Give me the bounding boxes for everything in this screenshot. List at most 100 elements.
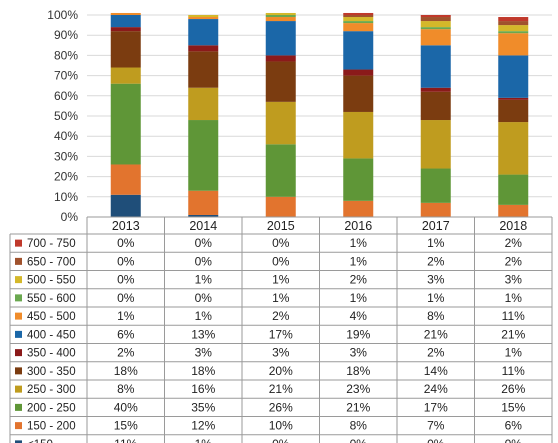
y-axis: 0% 10% 20% 30% 40% 50% 60% 70% 80% 90% 100% — [47, 8, 78, 224]
data-label: 0% — [117, 254, 135, 268]
bar-segment — [343, 17, 374, 22]
data-label: 1% — [117, 309, 135, 323]
bar-segment — [188, 214, 219, 217]
y-tick-label: 80% — [54, 48, 78, 62]
data-label: 18% — [114, 364, 138, 378]
data-label: 10% — [269, 419, 293, 433]
bar-segment — [498, 55, 529, 98]
data-label: 21% — [346, 400, 370, 414]
data-label: 0% — [117, 236, 135, 250]
y-tick-label: 30% — [54, 149, 78, 163]
data-label: 1% — [505, 291, 523, 305]
data-label: 3% — [350, 346, 368, 360]
data-label: 0% — [117, 273, 135, 287]
bar-segment — [188, 51, 219, 88]
x-category-label: 2017 — [422, 219, 450, 233]
bar-segment — [188, 190, 219, 215]
legend-swatch — [15, 330, 22, 338]
bar-segment — [343, 15, 374, 18]
bar-segment — [498, 17, 529, 22]
legend-swatch — [15, 440, 22, 443]
y-tick-label: 90% — [54, 28, 78, 42]
y-tick-label: 10% — [54, 190, 78, 204]
bar-segment — [420, 168, 451, 203]
bar-segment — [498, 33, 529, 56]
data-label: 2% — [505, 254, 523, 268]
legend-label: 500 - 550 — [27, 275, 76, 287]
bar-segment — [420, 91, 451, 121]
bar-segment — [498, 97, 529, 100]
data-label: 0% — [272, 254, 290, 268]
bar-segment — [188, 87, 219, 121]
bar-segment — [188, 19, 219, 46]
data-label: 7% — [427, 419, 445, 433]
data-label: 3% — [505, 273, 523, 287]
data-label: 17% — [424, 400, 448, 414]
data-label: 1% — [427, 236, 445, 250]
bar-segment — [188, 15, 219, 18]
y-tick-label: 40% — [54, 129, 78, 143]
bar-segment — [110, 27, 141, 32]
bar-segment — [498, 174, 529, 205]
data-label: 2% — [505, 236, 523, 250]
data-label: 3% — [272, 346, 290, 360]
bar-segment — [420, 202, 451, 217]
data-label: 11% — [502, 364, 525, 378]
bars — [110, 12, 529, 217]
bar-segment — [343, 111, 374, 159]
legend-label: 150 - 200 — [27, 421, 76, 433]
legend-label: 550 - 600 — [27, 293, 76, 305]
legend-swatch — [15, 312, 22, 320]
data-label: 1% — [427, 291, 445, 305]
data-label: 6% — [117, 327, 135, 341]
data-label: 0% — [272, 236, 290, 250]
x-category-label: 2018 — [499, 219, 527, 233]
legend-swatch — [15, 257, 22, 265]
data-label: 13% — [191, 327, 215, 341]
bar-segment — [420, 87, 451, 92]
x-category-label: 2013 — [112, 219, 140, 233]
bar-segment — [420, 45, 451, 88]
bar-segment — [110, 67, 141, 84]
bar-segment — [343, 69, 374, 76]
data-label: 4% — [350, 309, 368, 323]
legend-swatch — [15, 294, 22, 302]
legend-swatch — [15, 276, 22, 284]
data-label: 24% — [424, 382, 448, 396]
bar-segment — [420, 17, 451, 22]
data-label: 18% — [346, 364, 370, 378]
data-label: 1% — [272, 291, 290, 305]
data-label: 1% — [272, 273, 290, 287]
bar-segment — [343, 75, 374, 112]
bar-segment — [110, 12, 141, 15]
legend-label: 650 - 700 — [27, 256, 76, 268]
bar-segment — [188, 17, 219, 20]
bar-segment — [265, 21, 296, 56]
bar-segment — [343, 31, 374, 70]
legend-label: <150 — [27, 439, 53, 443]
bar-segment — [420, 27, 451, 30]
bar-segment — [343, 23, 374, 32]
data-label: 17% — [269, 327, 293, 341]
bar-segment — [498, 25, 529, 32]
bar-segment — [265, 61, 296, 102]
bar-segment — [420, 29, 451, 46]
data-table: 2013 2014 2015 2016 2017 2018 700 - 750 0% 0% 0% 1… — [9, 216, 553, 443]
legend-label: 450 - 500 — [27, 311, 76, 323]
data-label: 14% — [424, 364, 448, 378]
bar-segment — [498, 21, 529, 26]
bar-segment — [420, 15, 451, 18]
legend-swatch — [15, 403, 22, 411]
data-label: 0% — [505, 437, 523, 443]
data-label: 21% — [269, 382, 293, 396]
bar-segment — [420, 120, 451, 169]
data-label: 2% — [427, 254, 445, 268]
data-label: 21% — [501, 327, 525, 341]
data-label: 1% — [195, 309, 213, 323]
data-label: 0% — [117, 291, 135, 305]
y-tick-label: 60% — [54, 89, 78, 103]
bar-segment — [343, 158, 374, 201]
bar-segment — [265, 144, 296, 197]
data-label: 2% — [117, 346, 135, 360]
